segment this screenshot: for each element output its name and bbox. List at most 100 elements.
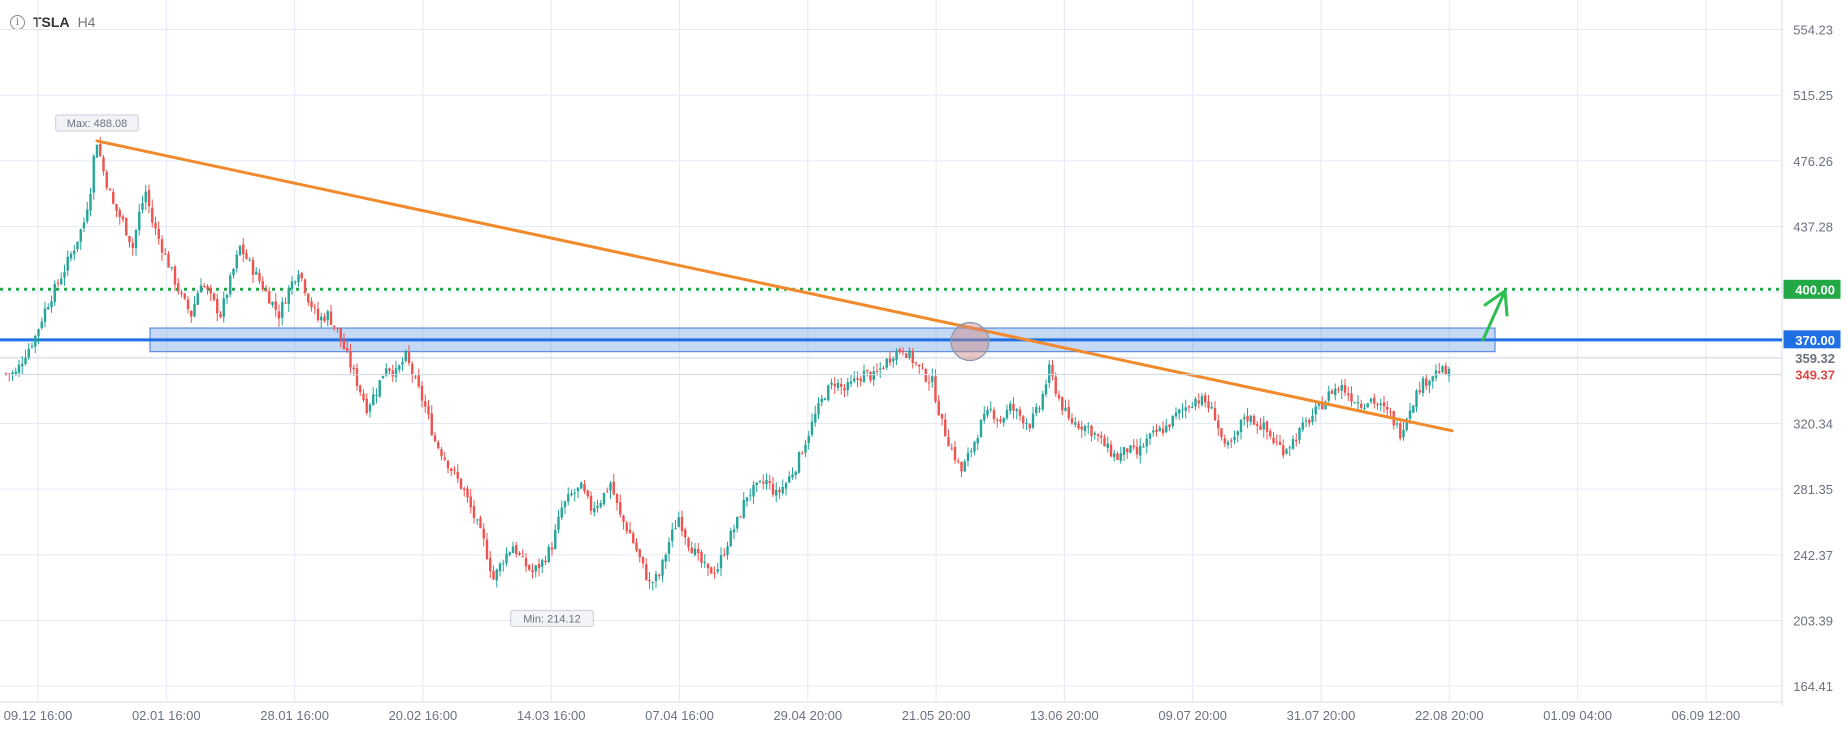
candle-body: [443, 457, 446, 460]
candle-body: [1291, 439, 1295, 449]
candle-body: [1256, 424, 1259, 426]
candle-body: [1135, 447, 1139, 455]
candle-body: [596, 505, 599, 508]
candle-body: [1005, 409, 1009, 419]
candle-body: [547, 546, 550, 562]
candle-body: [1249, 415, 1252, 423]
candle-body: [999, 419, 1002, 422]
candle-body: [898, 349, 901, 353]
candle-body: [524, 557, 528, 567]
candle-body: [86, 209, 89, 222]
candle-body: [622, 515, 625, 523]
candle-body: [40, 321, 43, 328]
candle-body: [1148, 433, 1152, 439]
candle-body: [251, 259, 255, 275]
candle-body: [264, 288, 268, 292]
candle-body: [320, 316, 323, 321]
candle-body: [1366, 403, 1369, 408]
candle-body: [469, 496, 472, 508]
candle-body: [440, 449, 443, 457]
candle-body: [762, 481, 765, 484]
candle-body: [895, 350, 898, 361]
candle-body: [778, 489, 781, 493]
info-icon[interactable]: i: [10, 14, 25, 30]
candle-body: [258, 272, 261, 282]
candle-body: [1171, 415, 1174, 427]
candle-body: [170, 267, 173, 269]
candle-body: [307, 293, 310, 303]
candle-body: [92, 156, 95, 193]
candle-body: [1334, 388, 1337, 396]
candle-body: [589, 495, 593, 511]
candle-body: [1402, 429, 1405, 438]
y-tick-label: 515.25: [1793, 88, 1833, 103]
candle-body: [914, 362, 918, 364]
candle-body: [1230, 440, 1233, 442]
candle-body: [212, 293, 216, 300]
candle-body: [872, 371, 875, 380]
trendline[interactable]: [95, 139, 1454, 433]
candle-body: [992, 410, 996, 420]
candle-body: [690, 547, 693, 554]
candle-body: [1035, 407, 1038, 414]
candle-body: [814, 413, 817, 423]
candle-body: [1187, 406, 1191, 408]
candle-body: [112, 191, 115, 204]
candle-body: [703, 562, 706, 564]
candle-body: [1096, 434, 1100, 436]
candle-body: [544, 560, 547, 563]
candle-body: [95, 144, 99, 158]
breakout-highlight-circle[interactable]: [950, 321, 990, 362]
candle-body: [1103, 437, 1106, 447]
candle-body: [752, 484, 755, 497]
candle-body: [1447, 368, 1451, 376]
target-arrow-icon[interactable]: [1481, 289, 1507, 342]
candle-body: [368, 404, 372, 412]
candle-body: [807, 436, 810, 444]
candle-body: [1031, 413, 1035, 428]
candle-body: [875, 370, 879, 372]
candle-body: [349, 351, 352, 368]
level-370-badge: 370.00: [1795, 333, 1835, 348]
candle-body: [450, 468, 453, 472]
candle-body: [53, 283, 56, 302]
candle-body: [1015, 409, 1018, 412]
candle-body: [164, 253, 167, 255]
timeframe-label[interactable]: H4: [77, 14, 96, 30]
candle-body: [966, 452, 970, 461]
candle-body: [385, 368, 388, 376]
candle-body: [1155, 429, 1158, 433]
candle-body: [1080, 426, 1083, 430]
candle-body: [1174, 412, 1178, 417]
candle-body: [1152, 430, 1155, 433]
candle-body: [1217, 420, 1220, 429]
candle-body: [827, 385, 830, 400]
candle-body: [1275, 441, 1278, 443]
candle-body: [1226, 441, 1230, 446]
candle-body: [765, 479, 768, 485]
candle-body: [979, 419, 983, 438]
x-tick-label: 29.04 20:00: [773, 708, 842, 723]
candle-body: [1262, 422, 1265, 430]
candle-body: [736, 516, 739, 529]
candle-body: [209, 287, 212, 294]
candle-body: [485, 539, 489, 560]
chart-header: i TSLA H4: [10, 14, 95, 30]
candle-body: [378, 380, 381, 397]
candle-body: [1181, 409, 1184, 411]
x-tick-label: 21.05 20:00: [902, 708, 971, 723]
candle-body: [1213, 408, 1217, 421]
candle-body: [791, 474, 794, 478]
candle-body: [983, 413, 986, 421]
candle-body: [232, 268, 235, 276]
x-tick-label: 09.12 16:00: [4, 708, 73, 723]
candle-body: [840, 383, 843, 387]
candle-body: [427, 405, 430, 415]
candle-body: [73, 250, 76, 255]
x-tick-label: 22.08 20:00: [1415, 708, 1484, 723]
max-label-box: [55, 114, 139, 132]
candle-body: [817, 403, 820, 415]
candle-body: [336, 327, 339, 329]
candle-body: [56, 282, 60, 284]
